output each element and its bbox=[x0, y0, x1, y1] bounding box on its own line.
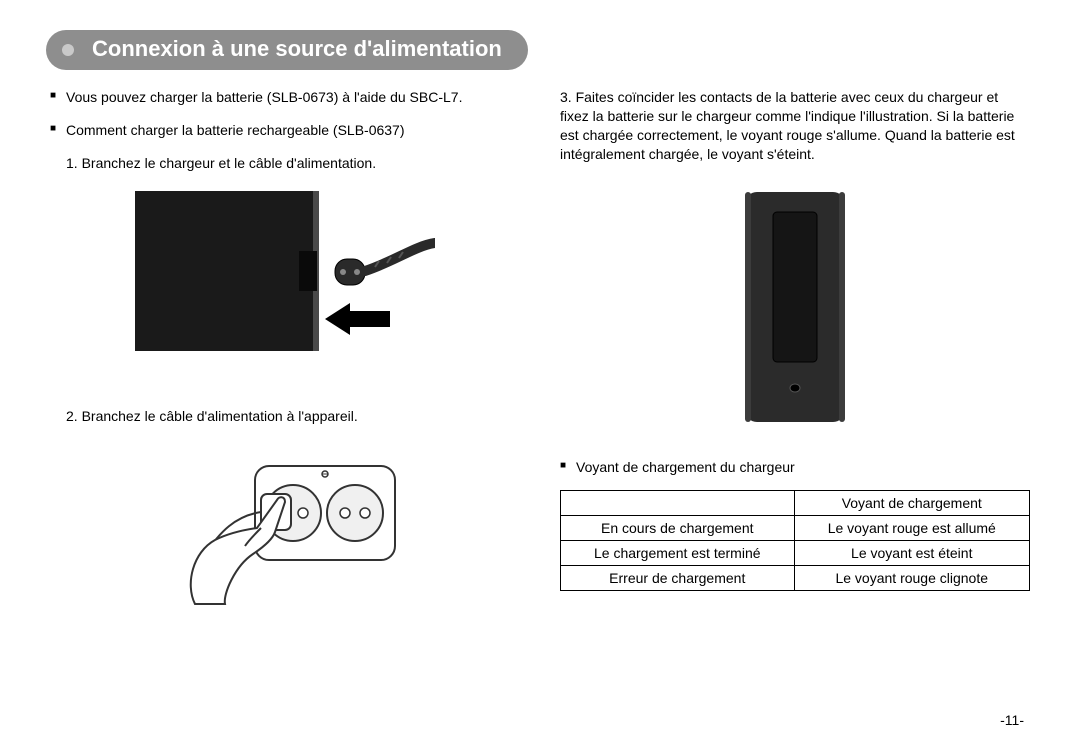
state-cell: Le chargement est terminé bbox=[561, 541, 795, 566]
state-cell: Erreur de chargement bbox=[561, 566, 795, 591]
led-label: Voyant de chargement du chargeur bbox=[560, 458, 1030, 477]
figure-wall-outlet bbox=[50, 444, 520, 614]
left-column: Vous pouvez charger la batterie (SLB-067… bbox=[50, 88, 520, 640]
table-row: En cours de chargement Le voyant rouge e… bbox=[561, 516, 1030, 541]
figure-charger-cable bbox=[50, 191, 520, 381]
content-columns: Vous pouvez charger la batterie (SLB-067… bbox=[50, 88, 1030, 640]
table-row: Erreur de chargement Le voyant rouge cli… bbox=[561, 566, 1030, 591]
led-cell: Le voyant rouge clignote bbox=[794, 566, 1029, 591]
figure-charger-battery bbox=[560, 182, 1030, 432]
table-header-row: Voyant de chargement bbox=[561, 491, 1030, 516]
page-number: -11- bbox=[1000, 712, 1024, 728]
step-1: 1. Branchez le chargeur et le câble d'al… bbox=[66, 154, 520, 173]
led-table: Voyant de chargement En cours de chargem… bbox=[560, 490, 1030, 591]
state-cell: En cours de chargement bbox=[561, 516, 795, 541]
page-title: Connexion à une source d'alimentation bbox=[46, 30, 528, 70]
led-cell: Le voyant est éteint bbox=[794, 541, 1029, 566]
table-row: Le chargement est terminé Le voyant est … bbox=[561, 541, 1030, 566]
table-header-led: Voyant de chargement bbox=[794, 491, 1029, 516]
led-cell: Le voyant rouge est allumé bbox=[794, 516, 1029, 541]
step-2: 2. Branchez le câble d'alimentation à l'… bbox=[66, 407, 520, 426]
step-3: 3. Faites coïncider les contacts de la b… bbox=[560, 88, 1030, 164]
charger-cable-illustration bbox=[135, 191, 435, 381]
right-column: 3. Faites coïncider les contacts de la b… bbox=[560, 88, 1030, 640]
charger-battery-illustration bbox=[715, 182, 875, 432]
table-header-blank bbox=[561, 491, 795, 516]
outlet-illustration bbox=[165, 444, 405, 614]
intro-text: Vous pouvez charger la batterie (SLB-067… bbox=[50, 88, 520, 107]
howto-heading: Comment charger la batterie rechargeable… bbox=[50, 121, 520, 140]
